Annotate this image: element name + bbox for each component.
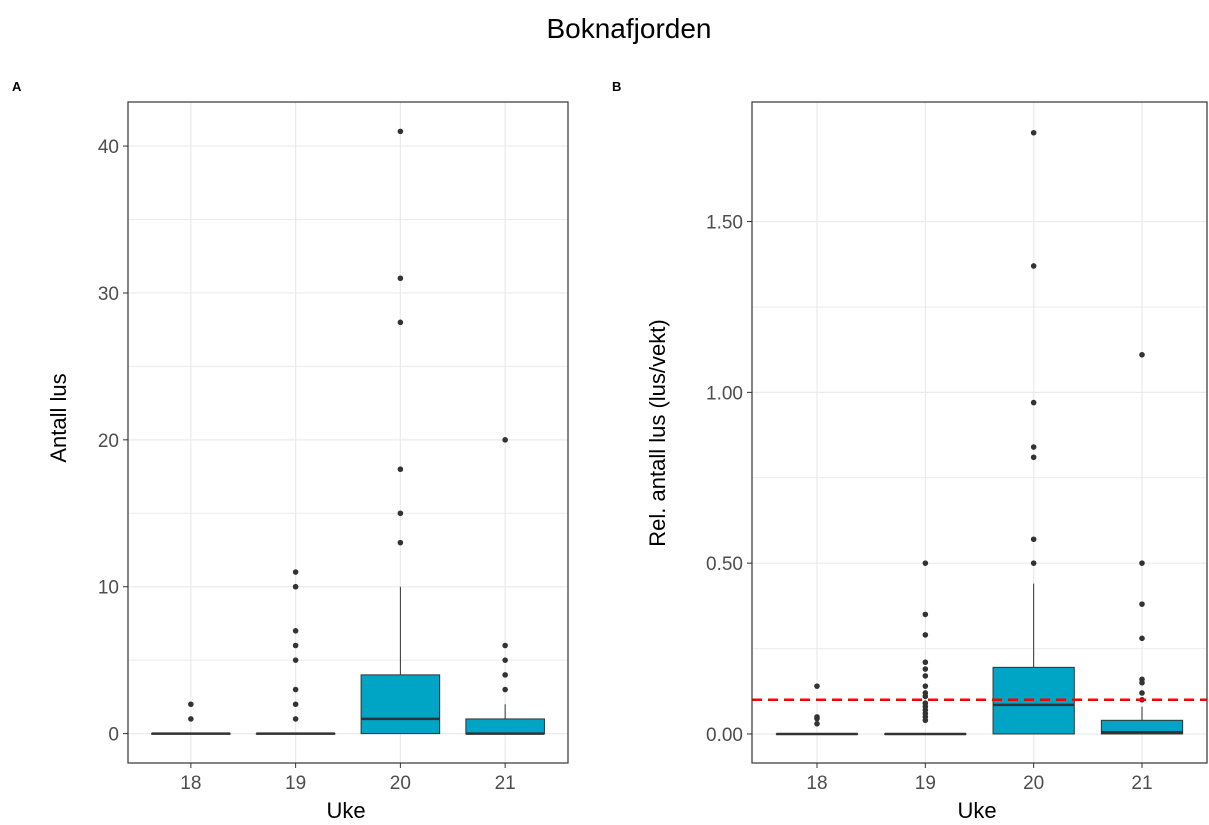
outlier-point — [1139, 676, 1145, 683]
figure-title: Boknafjorden — [546, 13, 711, 44]
outlier-point — [1139, 690, 1145, 696]
y-axis-label-a: Antall lus — [46, 373, 71, 462]
y-tick-label: 0.00 — [706, 725, 743, 746]
outlier-point — [397, 510, 404, 517]
plot-area-b — [751, 101, 1208, 764]
outlier-point — [188, 716, 194, 722]
outlier-point — [1030, 399, 1037, 406]
plot-border-b — [751, 101, 1208, 764]
outlier-point — [922, 700, 929, 707]
outlier-point — [1139, 601, 1145, 607]
plot-area-a — [127, 101, 569, 764]
box-a-18 — [151, 701, 231, 735]
outlier-point — [922, 659, 929, 666]
panel-label-a: A — [12, 79, 22, 94]
grid-b — [752, 102, 1207, 763]
outlier-point — [922, 560, 929, 566]
outlier-point — [292, 642, 299, 649]
outlier-point — [922, 683, 929, 689]
box-b-18 — [775, 683, 859, 736]
box-a-19 — [255, 569, 336, 735]
outlier-point — [292, 686, 299, 693]
box-a-20 — [360, 128, 441, 735]
y-tick-label: 0.50 — [706, 554, 743, 575]
x-tick-label: 21 — [1131, 773, 1152, 794]
x-axis-label-b: Uke — [957, 798, 996, 823]
y-axis-label-b: Rel. antall lus (lus/vekt) — [645, 319, 670, 546]
outlier-point — [1030, 454, 1037, 461]
x-tick-label: 20 — [390, 773, 411, 794]
outlier-point — [292, 628, 299, 634]
outlier-point — [1030, 263, 1037, 269]
box-a-21 — [465, 437, 545, 735]
y-tick-label: 1.50 — [706, 213, 743, 234]
grid-a — [128, 102, 568, 763]
outlier-point — [188, 701, 194, 708]
plot-border-a — [127, 101, 569, 764]
x-tick-label: 21 — [495, 773, 516, 794]
outlier-point — [397, 128, 404, 135]
outlier-point — [502, 672, 508, 678]
outlier-point — [922, 611, 929, 618]
outlier-point — [502, 657, 508, 663]
outlier-point — [1030, 536, 1037, 543]
outlier-point — [922, 632, 929, 638]
outlier-point — [1139, 351, 1145, 358]
outlier-point — [502, 686, 508, 693]
outlier-point — [814, 714, 820, 720]
panel-label-b: B — [612, 79, 621, 94]
y-tick-label: 10 — [98, 578, 119, 599]
y-tick-label: 1.00 — [706, 383, 743, 404]
panel-a: A Antall lus Uke 0 10 20 30 40 18 19 20 21 — [12, 79, 569, 823]
outlier-point — [292, 569, 299, 575]
outlier-point — [1139, 560, 1145, 566]
box-body — [465, 718, 545, 735]
outlier-point — [1030, 444, 1037, 450]
x-tick-label: 20 — [1023, 773, 1044, 794]
outlier-point — [397, 466, 404, 473]
outlier-point — [397, 539, 404, 546]
outlier-point — [814, 720, 820, 727]
outlier-point — [502, 437, 508, 443]
box-body — [360, 674, 441, 735]
outlier-point — [922, 690, 929, 696]
outlier-point — [922, 666, 929, 672]
x-tick-label: 19 — [285, 773, 306, 794]
outlier-point — [922, 673, 929, 679]
outlier-point — [1030, 560, 1037, 566]
outlier-point — [814, 683, 820, 689]
outlier-point — [292, 701, 299, 708]
x-tick-label: 18 — [180, 773, 201, 794]
x-tick-label: 19 — [915, 773, 936, 794]
y-tick-label: 40 — [98, 137, 119, 158]
outlier-point — [1030, 129, 1037, 136]
panel-b: B Rel. antall lus (lus/vekt) Uke 0.00 0.5… — [612, 79, 1208, 823]
outlier-point — [397, 319, 404, 326]
y-tick-label: 20 — [98, 431, 119, 452]
box-body — [1100, 719, 1184, 735]
outlier-point — [1139, 635, 1145, 642]
y-tick-label: 0 — [108, 725, 119, 746]
box-b-21 — [1100, 351, 1184, 735]
outlier-point — [292, 657, 299, 663]
outlier-point — [502, 642, 508, 649]
x-axis-label-a: Uke — [326, 798, 365, 823]
x-tick-label: 18 — [806, 773, 827, 794]
box-b-19 — [884, 560, 967, 736]
outlier-point — [292, 716, 299, 722]
outlier-point — [292, 583, 299, 590]
y-tick-label: 30 — [98, 284, 119, 305]
outlier-point — [397, 275, 404, 282]
